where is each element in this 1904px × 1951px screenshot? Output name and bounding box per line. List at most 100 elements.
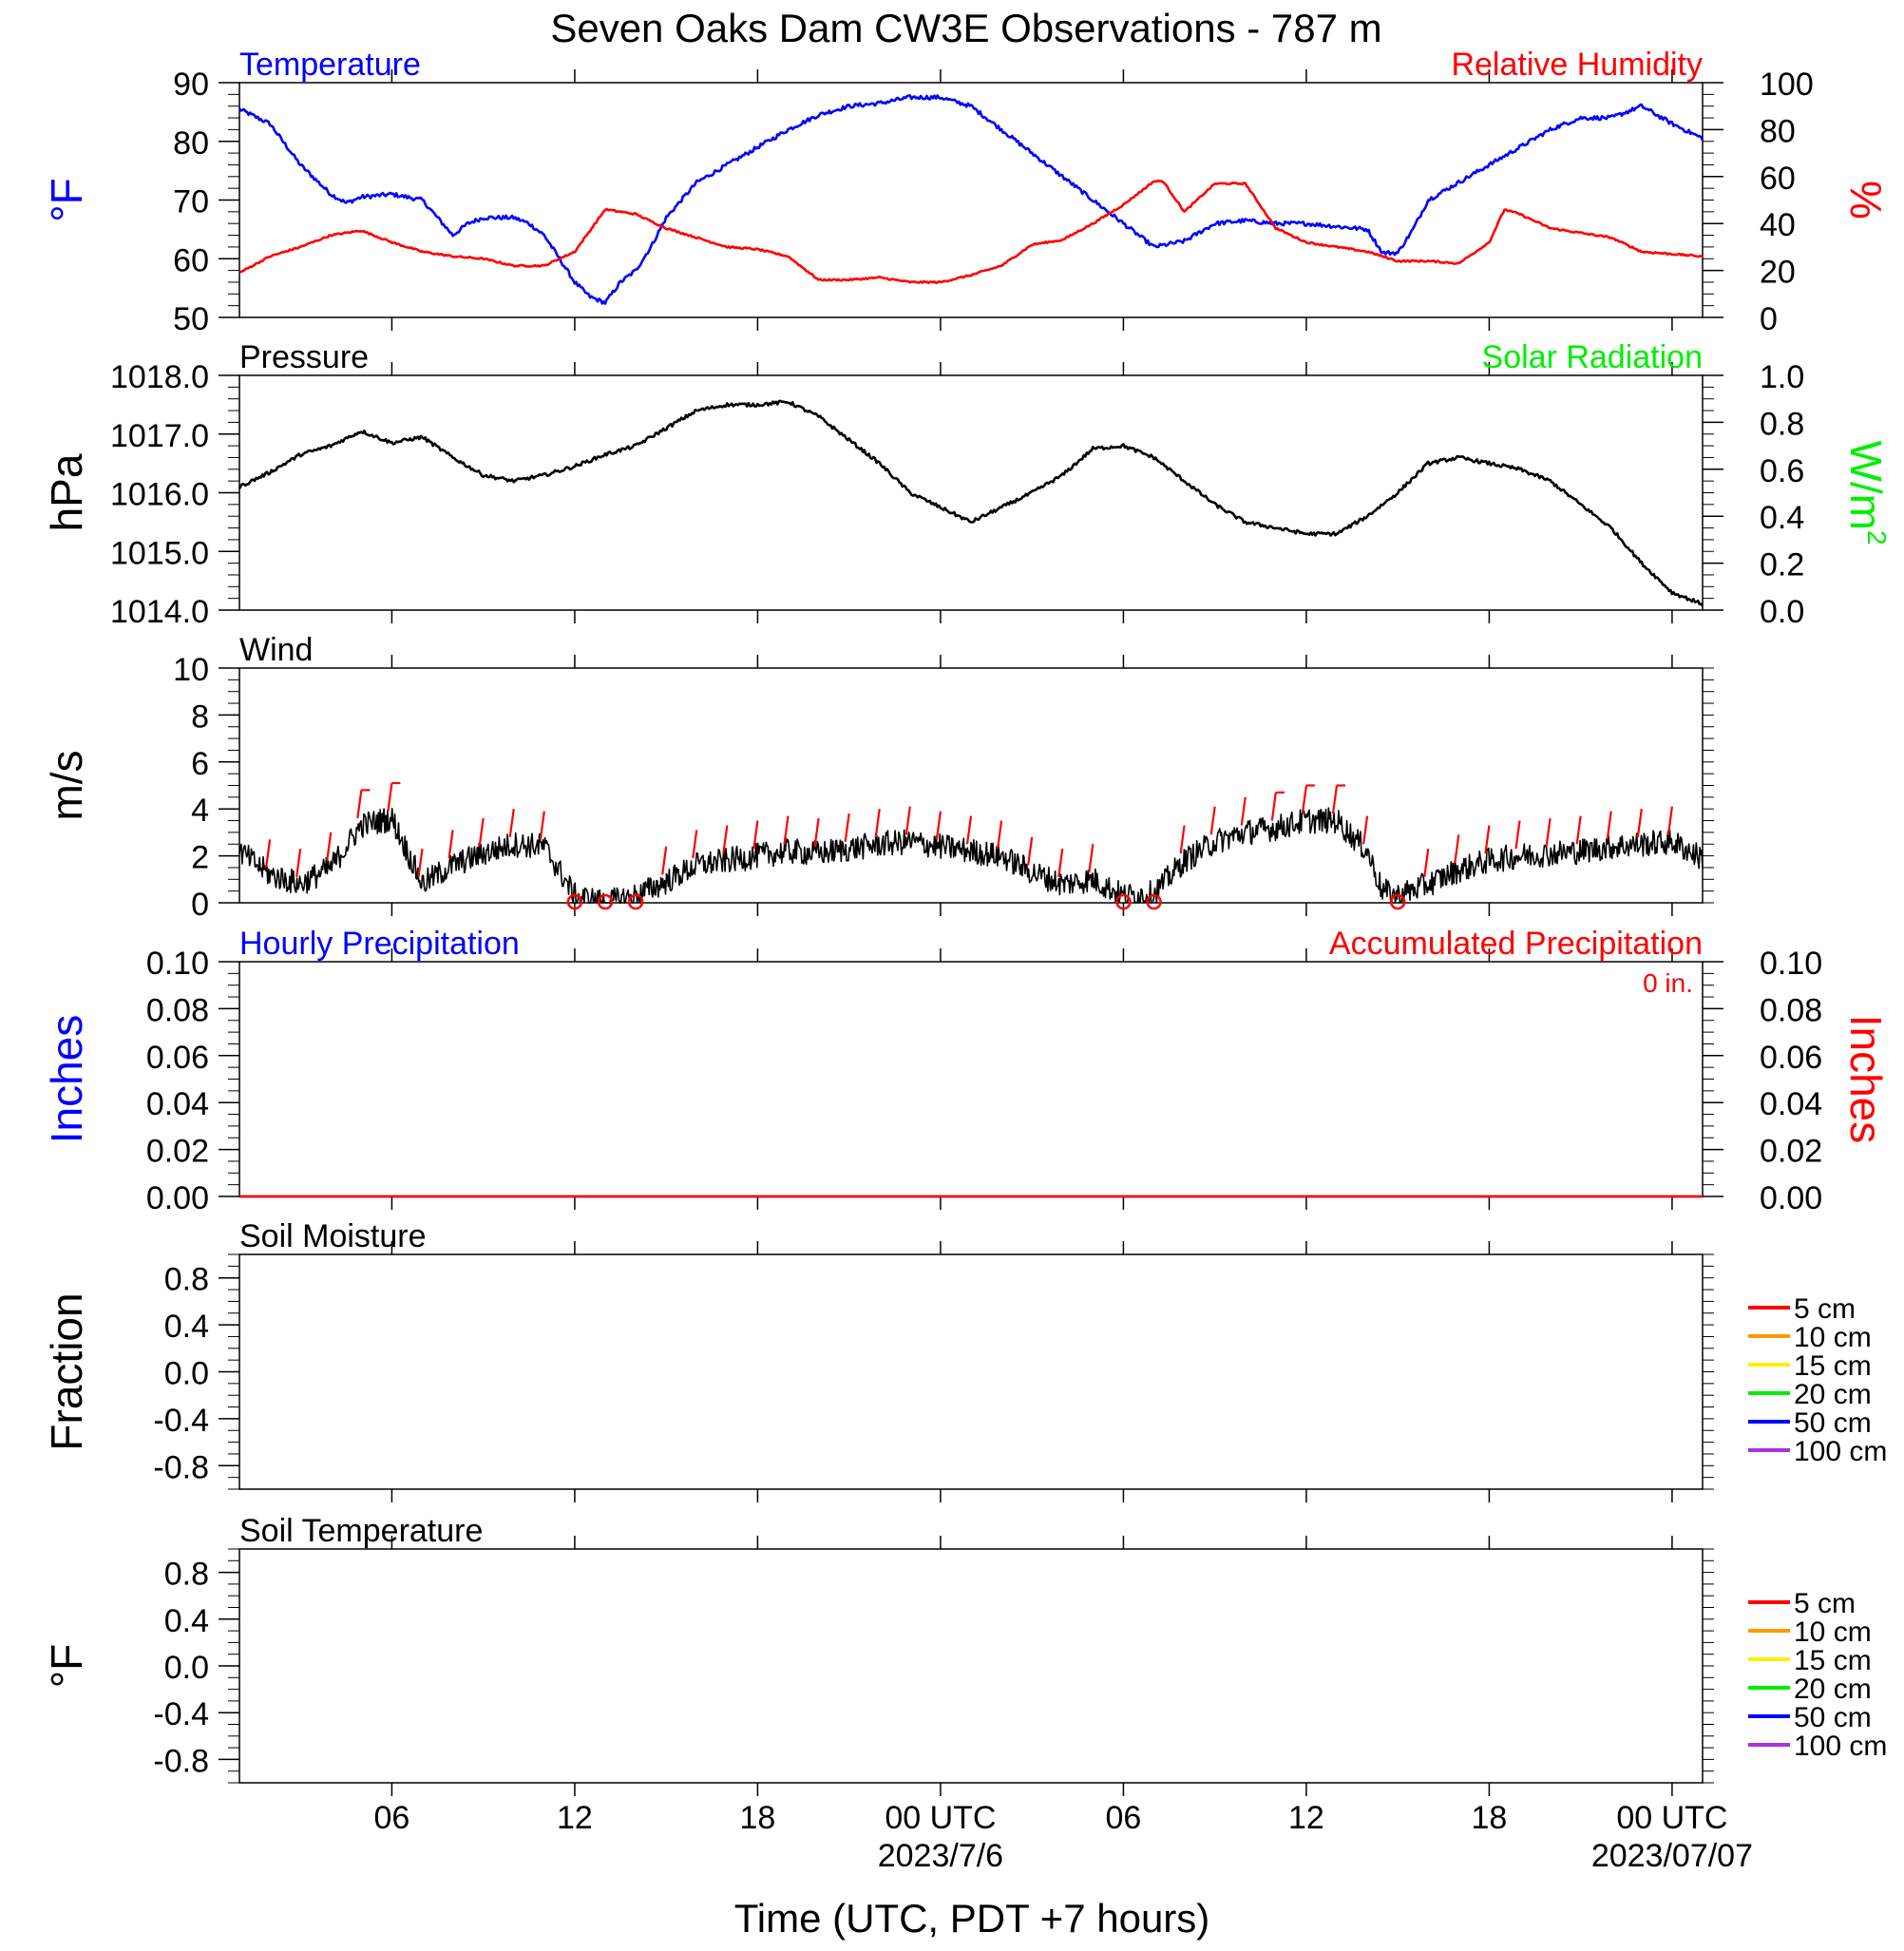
wind-barb: [508, 809, 515, 837]
y-tick-label-left: 90: [173, 67, 209, 103]
y-axis-label-superscript: 2: [1862, 530, 1892, 545]
wind-barb: [1088, 844, 1095, 873]
y-tick-label-right: 1.0: [1760, 359, 1804, 395]
wind-barb: [1270, 792, 1277, 821]
panel-precip: 0.00 0.02 0.04 0.06 0.08 0.10 0.00 0.02 0.04 0.06…: [42, 926, 1891, 1216]
series-relative-humidity: [238, 179, 1704, 285]
wind-barb: [661, 846, 668, 875]
y-tick-label-right: 0.04: [1760, 1086, 1822, 1122]
y-axis-label-left: Inches: [42, 1015, 91, 1144]
wind-barb: [539, 811, 545, 840]
y-tick-label-right: 0.8: [1760, 406, 1804, 442]
wind-barb: [1545, 817, 1552, 847]
y-tick-label-right: 0.08: [1760, 992, 1822, 1028]
legend-label: 100 cm: [1794, 1436, 1887, 1467]
wind-barb: [1514, 820, 1521, 850]
y-tick-label-right: 0.4: [1760, 500, 1804, 536]
wind-barb: [417, 849, 424, 877]
y-tick-label-left: 50: [173, 301, 209, 337]
calm-wind-marker: [1389, 893, 1406, 910]
wind-barb: [1575, 815, 1582, 845]
wind-barb: [1179, 825, 1186, 854]
panel-pressure: 1014.0 1015.0 1016.0 1017.0 1018.0 0.0 0.2 0.4 0…: [42, 339, 1892, 630]
accumulated-total: 0 in.: [1643, 968, 1693, 998]
panel-title-left: Soil Moisture: [239, 1218, 427, 1254]
x-tick-label: 00 UTC: [1616, 1800, 1727, 1836]
series-temperature: [238, 94, 1704, 305]
x-tick-label: 06: [374, 1800, 410, 1836]
y-tick-label-right: 20: [1760, 255, 1796, 291]
y-tick-label-left: 0.0: [164, 1650, 209, 1686]
wind-barb: [752, 820, 759, 850]
y-axis-label-left: °F: [42, 178, 91, 222]
wind-barb: [1301, 785, 1308, 814]
wind-barb: [1606, 811, 1612, 840]
y-tick-label-left: 0.4: [164, 1603, 209, 1639]
wind-barb: [904, 806, 911, 835]
y-tick-label-left: 6: [191, 746, 209, 782]
panel-title-left: Wind: [239, 632, 313, 668]
wind-barb: [1209, 806, 1216, 835]
legend-label: 10 cm: [1794, 1616, 1872, 1648]
wind-barb: [478, 817, 485, 847]
x-tick-label: 12: [1288, 1800, 1324, 1836]
y-tick-label-left: 0.08: [146, 992, 209, 1028]
plot-frame: [238, 82, 1704, 318]
y-tick-label-left: 2: [191, 840, 209, 876]
x-tick-label: 00 UTC: [885, 1800, 996, 1836]
panel-title-left: Pressure: [239, 339, 369, 375]
y-tick-label-right: 0.02: [1760, 1134, 1822, 1170]
legend-label: 100 cm: [1794, 1731, 1887, 1762]
y-tick-label-left: 1018.0: [110, 359, 209, 395]
plot-frame: [238, 961, 1704, 1197]
wind-barb: [1331, 785, 1339, 814]
wind-barb: [356, 790, 363, 819]
y-tick-label-left: 0.0: [164, 1356, 209, 1392]
x-tick-label: 06: [1106, 1800, 1142, 1836]
panel-wind: 0 2 4 6 8 10 Wind m/s: [42, 632, 1714, 923]
wind-barb: [387, 782, 393, 812]
y-tick-label-left: 1017.0: [110, 418, 209, 454]
y-tick-label-left: 60: [173, 242, 209, 278]
wind-barb: [1666, 806, 1674, 835]
legend-label: 5 cm: [1794, 1588, 1856, 1619]
calm-wind-marker: [1115, 893, 1132, 910]
wind-barb: [813, 817, 820, 847]
panel-title-right: Relative Humidity: [1451, 47, 1703, 83]
wind-barb: [295, 849, 302, 877]
y-tick-label-left: 8: [191, 698, 209, 735]
y-tick-label-left: 4: [191, 793, 209, 829]
y-tick-label-left: -0.4: [153, 1403, 209, 1439]
wind-barb: [996, 820, 1003, 850]
y-tick-label-right: 0.06: [1760, 1040, 1822, 1076]
wind-barb: [264, 839, 272, 869]
y-tick-label-right: 0: [1760, 301, 1778, 337]
legend-label: 5 cm: [1794, 1293, 1856, 1325]
wind-barb: [326, 832, 333, 861]
panel-title-right: Solar Radiation: [1482, 339, 1703, 375]
plot-frame: [238, 1253, 1704, 1490]
wind-barb: [965, 815, 973, 845]
y-tick-label-left: 80: [173, 125, 209, 162]
y-tick-label-left: 0.10: [146, 946, 209, 982]
plot-frame: [238, 374, 1704, 611]
wind-barb: [844, 813, 850, 842]
wind-barb: [1636, 809, 1643, 837]
y-axis-label-left: m/s: [42, 750, 91, 820]
y-tick-label-right: 100: [1760, 67, 1814, 103]
wind-barb: [1027, 836, 1034, 866]
y-tick-label-right: 0.00: [1760, 1180, 1822, 1216]
plot-frame: [238, 1548, 1704, 1784]
y-tick-label-left: 0.02: [146, 1134, 209, 1170]
panel-title-left: Hourly Precipitation: [239, 926, 520, 962]
wind-barb: [1423, 849, 1430, 877]
series-pressure: [238, 399, 1704, 607]
wind-barb: [1361, 815, 1369, 845]
x-tick-date-label: 2023/7/6: [878, 1838, 1003, 1874]
chart-title: Seven Oaks Dam CW3E Observations - 787 m: [550, 6, 1381, 50]
y-tick-label-left: 10: [173, 652, 209, 688]
y-axis-label-right: Inches: [1841, 1015, 1891, 1144]
